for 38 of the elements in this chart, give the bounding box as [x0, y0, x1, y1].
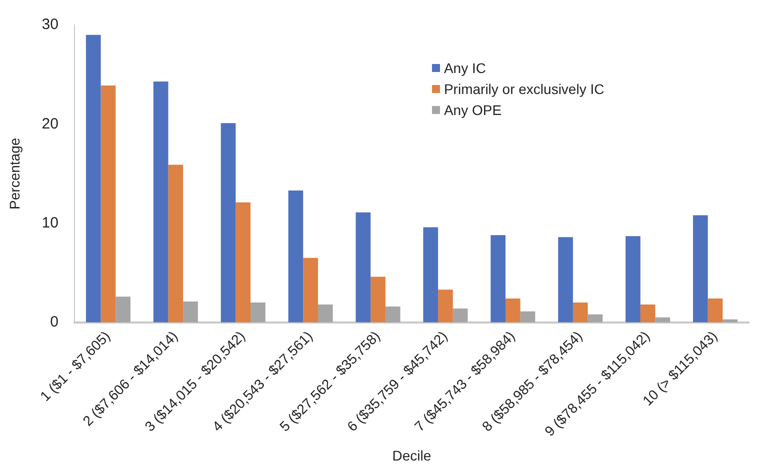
bar: [452, 308, 468, 322]
bar: [183, 302, 198, 322]
bar: [708, 298, 723, 322]
bar: [506, 298, 520, 322]
bar: [588, 314, 603, 322]
bar: [116, 296, 130, 322]
bar: [655, 317, 670, 322]
bar: [168, 164, 184, 322]
bar: [100, 85, 116, 322]
bar: [640, 304, 656, 322]
bar: [220, 123, 236, 322]
bar: [303, 258, 318, 322]
bar: [423, 227, 438, 322]
y-tick-label: 10: [42, 214, 58, 232]
bar: [153, 81, 168, 322]
bar: [558, 237, 573, 322]
bar: [490, 235, 506, 322]
bar: [86, 34, 101, 322]
y-axis-title: Percentage: [6, 138, 22, 210]
bar: [318, 304, 333, 322]
bar: [236, 202, 251, 322]
legend-label: Any IC: [444, 60, 486, 76]
x-axis-title: Decile: [392, 447, 432, 464]
y-tick-label: 30: [42, 16, 58, 34]
legend-label: Any OPE: [444, 102, 502, 118]
legend-label: Primarily or exclusively IC: [444, 81, 604, 97]
y-tick-label: 20: [42, 115, 58, 132]
bar: [438, 290, 453, 322]
bar: [385, 306, 400, 322]
bar: [693, 215, 708, 322]
bar: [370, 276, 386, 322]
bar: [520, 311, 536, 322]
bar: [356, 212, 371, 322]
bar: [250, 302, 266, 322]
y-tick-label: 0: [50, 313, 58, 330]
bar: [626, 236, 640, 322]
bar: [572, 302, 588, 322]
bar: [288, 190, 304, 322]
